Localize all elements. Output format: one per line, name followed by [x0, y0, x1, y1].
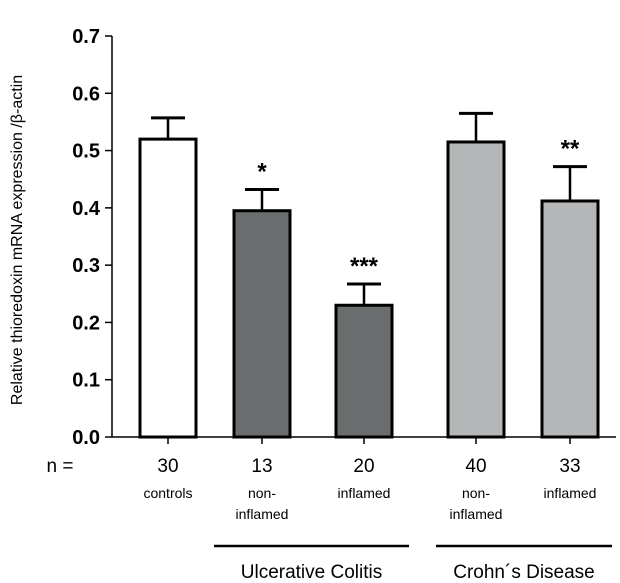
y-tick-label: 0.5 — [72, 141, 100, 163]
group-label: Crohn´s Disease — [453, 562, 595, 583]
category-label: controls — [143, 485, 192, 501]
significance-marker: ** — [561, 136, 580, 163]
bar — [232, 209, 292, 439]
bars — [138, 111, 600, 439]
bar — [138, 137, 198, 439]
bar — [334, 303, 394, 439]
category-label: inflamed — [450, 506, 503, 522]
category-label: non- — [248, 485, 276, 501]
y-tick-label: 0.2 — [72, 312, 100, 334]
bar — [446, 140, 506, 439]
n-prefix-label: n = — [47, 456, 74, 477]
category-label: inflamed — [236, 506, 289, 522]
y-tick-label: 0.1 — [72, 370, 100, 392]
y-tick-label: 0.4 — [72, 198, 101, 220]
n-value: 30 — [157, 456, 178, 477]
category-label: inflamed — [338, 485, 391, 501]
y-axis-label: Relative thioredoxin mRNA expression /β-… — [9, 75, 26, 405]
n-value: 13 — [251, 456, 272, 477]
y-tick-label: 0.0 — [72, 427, 100, 449]
y-tick-label: 0.6 — [72, 83, 100, 105]
significance-marker: * — [257, 159, 267, 186]
n-value: 20 — [353, 456, 374, 477]
y-tick-label: 0.7 — [72, 26, 100, 48]
n-value: 33 — [559, 456, 580, 477]
category-label: inflamed — [544, 485, 597, 501]
group-label: Ulcerative Colitis — [241, 562, 382, 583]
significance-marker: *** — [350, 253, 379, 280]
labels: 0.0 0.1 0.2 0.3 0.4 0.5 0.6 0.7 n = 30 controls * 13… — [47, 26, 597, 583]
n-value: 40 — [465, 456, 486, 477]
category-label: non- — [462, 485, 490, 501]
y-tick-label: 0.3 — [72, 255, 100, 277]
bar — [540, 199, 600, 439]
